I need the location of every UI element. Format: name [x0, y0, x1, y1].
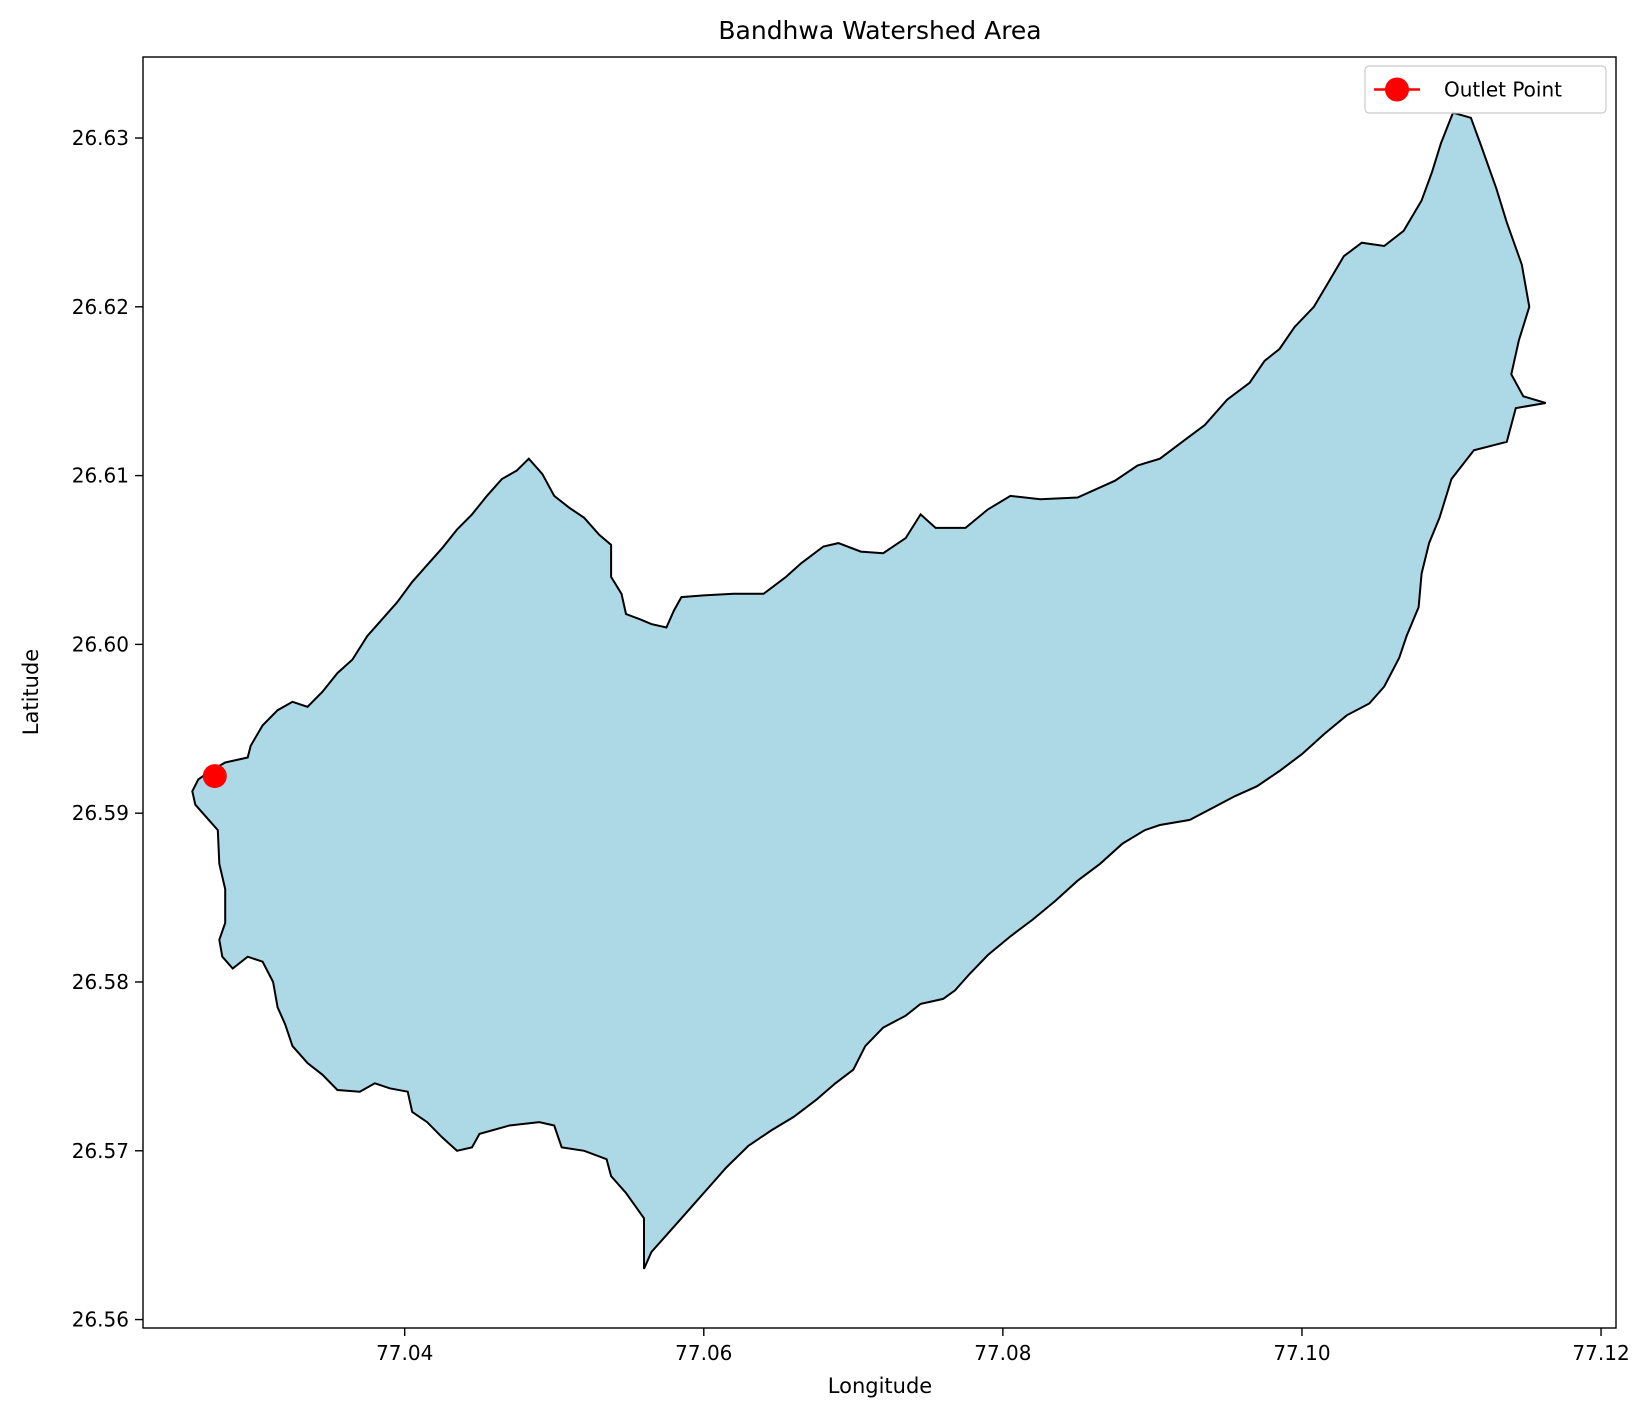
- x-tick-label: 77.08: [974, 1341, 1031, 1365]
- legend-box: [1364, 65, 1607, 114]
- chart-title: Bandhwa Watershed Area: [718, 16, 1041, 45]
- outlet-point-marker: [202, 764, 227, 789]
- y-tick-label: 26.56: [72, 1308, 129, 1332]
- legend: Outlet Point: [1364, 65, 1607, 114]
- x-axis: 77.04 77.06 77.08 77.10 77.12: [376, 1328, 1630, 1365]
- y-axis-label: Latitude: [19, 649, 43, 735]
- watershed-layer: [191, 111, 1546, 1270]
- y-tick-label: 26.62: [72, 295, 129, 319]
- y-tick-label: 26.61: [72, 464, 129, 488]
- x-tick-label: 77.04: [376, 1341, 433, 1365]
- x-tick-label: 77.12: [1572, 1341, 1629, 1365]
- y-tick-label: 26.63: [72, 126, 129, 150]
- x-axis-label: Longitude: [828, 1374, 932, 1398]
- legend-label-outlet-point: Outlet Point: [1444, 78, 1562, 102]
- y-tick-label: 26.59: [72, 801, 129, 825]
- x-tick-label: 77.06: [675, 1341, 732, 1365]
- x-tick-label: 77.10: [1273, 1341, 1330, 1365]
- y-tick-label: 26.58: [72, 970, 129, 994]
- y-tick-label: 26.57: [72, 1139, 129, 1163]
- watershed-polygon: [191, 111, 1546, 1270]
- axes-frame: [142, 56, 1617, 1329]
- outlet-layer: [202, 764, 227, 789]
- y-tick-label: 26.60: [72, 632, 129, 656]
- y-axis: 26.56 26.57 26.58 26.59 26.60 26.61 26.62 26.63: [72, 126, 143, 1332]
- legend-marker-swatch: [1385, 77, 1409, 102]
